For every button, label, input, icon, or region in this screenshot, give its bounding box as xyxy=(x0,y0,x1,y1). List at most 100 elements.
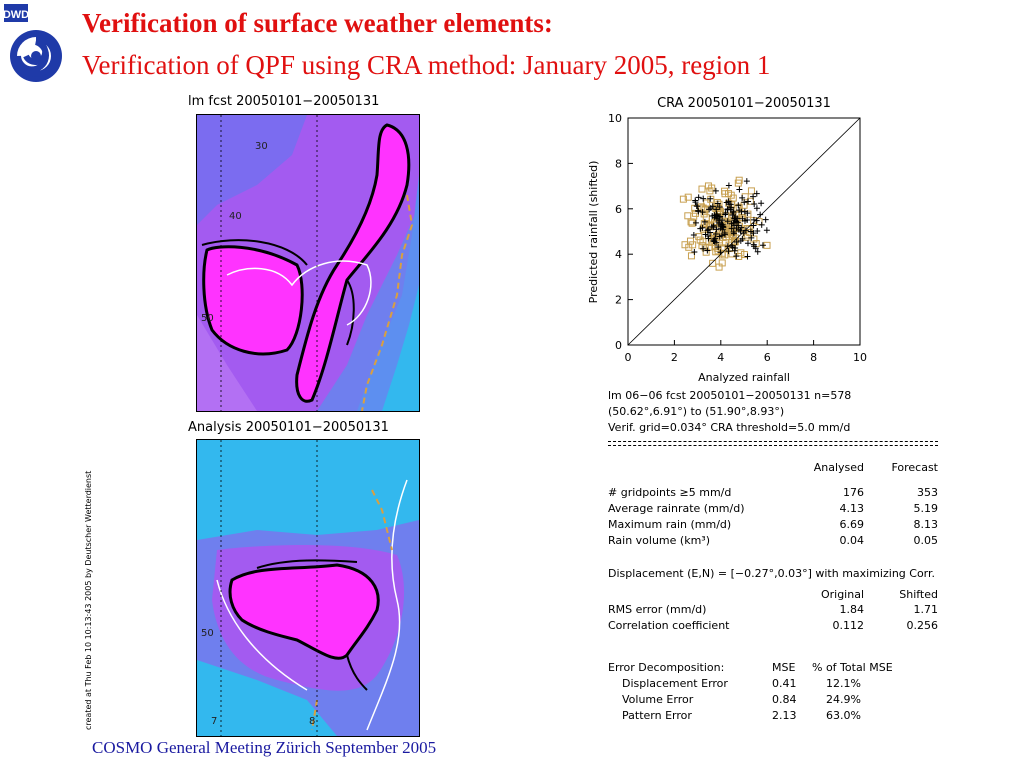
analysis-map-plot: 50 7 8 xyxy=(197,440,419,736)
stats-decomp-label: Pattern Error xyxy=(622,709,692,722)
cra-point-forecast xyxy=(737,227,744,234)
stats-divider-1 xyxy=(608,441,938,442)
cra-scatter-svg: CRA 20050101−20050131 0 2 4 6 8 10 0 2 4 6 8 10 Ana… xyxy=(587,96,867,384)
cra-point-forecast xyxy=(739,215,746,222)
stats-decomp-mse: 2.13 xyxy=(772,709,797,722)
cra-point-forecast xyxy=(710,224,717,231)
cra-point-forecast xyxy=(709,203,716,210)
cra-point-forecast xyxy=(751,200,758,207)
cra-point-forecast xyxy=(733,253,740,260)
cra-point-analysed xyxy=(687,218,695,226)
cra-point-forecast xyxy=(744,253,751,260)
cra-point-forecast xyxy=(763,227,770,234)
stats-row-label: Maximum rain (mm/d) xyxy=(608,518,732,531)
cra-point-forecast xyxy=(724,218,731,225)
cra-point-analysed xyxy=(721,187,729,195)
cra-point-forecast xyxy=(725,248,732,255)
stats-row-analysed: 176 xyxy=(843,486,864,499)
cra-point-forecast xyxy=(717,225,724,232)
stats-header-grid: Verif. grid=0.034° CRA threshold=5.0 mm/… xyxy=(608,421,851,434)
slide-title: Verification of surface weather elements… xyxy=(82,8,553,38)
stats-col-forecast: Forecast xyxy=(891,461,938,474)
stats-error-label: RMS error (mm/d) xyxy=(608,603,707,616)
cra-point-forecast xyxy=(725,182,732,189)
cra-point-analysed xyxy=(679,195,687,203)
cra-point-forecast xyxy=(723,199,730,206)
stats-decomp-label: Volume Error xyxy=(622,693,694,706)
cra-point-forecast xyxy=(704,247,711,254)
analysis-boundary-line-east xyxy=(366,479,408,731)
cra-point-forecast xyxy=(692,219,699,226)
cra-chart-title: CRA 20050101−20050131 xyxy=(657,96,831,111)
stats-divider-2 xyxy=(608,445,938,446)
cra-point-forecast xyxy=(747,228,754,235)
stats-row-analysed: 0.04 xyxy=(839,534,865,547)
stats-row-forecast: 8.13 xyxy=(913,518,939,531)
cra-y-tick-label: 0 xyxy=(615,339,622,352)
forecast-boundary-line xyxy=(226,260,372,326)
cra-point-analysed xyxy=(737,249,745,257)
cra-point-forecast xyxy=(693,203,700,210)
cra-point-forecast xyxy=(737,237,744,244)
forecast-river-line xyxy=(361,194,414,412)
analysis-river-line xyxy=(311,489,393,731)
cra-point-analysed xyxy=(718,259,726,267)
cra-x-tick-label: 2 xyxy=(671,351,678,364)
cra-point-forecast xyxy=(752,245,759,252)
footer-meeting: COSMO General Meeting Zürich September 2… xyxy=(92,738,437,757)
cra-point-analysed xyxy=(708,184,716,192)
analysis-boundary-line-west xyxy=(216,579,308,691)
cra-point-forecast xyxy=(731,247,738,254)
logo-text: DWD xyxy=(3,9,29,21)
cra-point-forecast xyxy=(701,218,708,225)
forecast-level-upper-left-area xyxy=(197,115,307,225)
stats-decomp-label: Displacement Error xyxy=(622,677,728,690)
cra-point-analysed xyxy=(698,185,706,193)
cra-point-forecast xyxy=(721,229,728,236)
stats-header-run: lm 06−06 fcst 20050101−20050131 n=578 xyxy=(608,389,852,402)
stats-row-forecast: 353 xyxy=(917,486,938,499)
cra-y-tick-label: 10 xyxy=(608,112,622,125)
forecast-contour-label-40: 40 xyxy=(229,211,242,222)
cra-point-forecast xyxy=(753,205,760,212)
stats-row-forecast: 0.05 xyxy=(913,534,939,547)
cra-point-forecast xyxy=(736,186,743,193)
cra-point-forecast xyxy=(753,190,760,197)
cra-point-analysed xyxy=(696,236,704,244)
forecast-map-plot: 30 40 50 xyxy=(197,115,419,412)
cra-point-forecast xyxy=(741,208,748,215)
stats-decomp-mse: 0.41 xyxy=(772,677,797,690)
stats-col-analysed: Analysed xyxy=(813,461,864,474)
cra-point-analysed xyxy=(685,243,693,251)
cra-point-analysed xyxy=(684,212,692,220)
cra-point-forecast xyxy=(730,219,737,226)
analysis-level-low-top-area xyxy=(197,440,419,540)
cra-y-tick-label: 8 xyxy=(615,157,622,170)
cra-points-group xyxy=(679,176,771,271)
cra-point-forecast xyxy=(722,211,729,218)
forecast-map-title: lm fcst 20050101−20050131 xyxy=(188,94,380,109)
dwd-logo: DWD xyxy=(2,2,66,86)
stats-row-analysed: 4.13 xyxy=(839,502,865,515)
analysis-contour-outer xyxy=(256,559,368,691)
cra-point-analysed xyxy=(720,245,728,253)
cra-point-forecast xyxy=(706,206,713,213)
stats-error-label: Correlation coefficient xyxy=(608,619,730,632)
cra-point-forecast xyxy=(754,227,761,234)
cra-point-analysed xyxy=(729,194,737,202)
cra-point-analysed xyxy=(709,259,717,267)
stats-error-original: 1.84 xyxy=(839,603,865,616)
cra-point-forecast xyxy=(713,226,720,233)
cra-x-tick-label: 4 xyxy=(717,351,724,364)
cra-point-forecast xyxy=(711,212,718,219)
stats-row-forecast: 5.19 xyxy=(913,502,939,515)
cra-axes-group: 0 2 4 6 8 10 0 2 4 6 8 10 xyxy=(608,112,867,364)
stats-error-shifted: 1.71 xyxy=(913,603,939,616)
stats-header-domain: (50.62°,6.91°) to (51.90°,8.93°) xyxy=(608,405,785,418)
cra-point-forecast xyxy=(717,213,724,220)
analysis-core xyxy=(228,563,380,660)
cra-point-forecast xyxy=(699,224,706,231)
creation-credit: created at Thu Feb 10 10:13:43 2005 by D… xyxy=(84,438,96,730)
cra-point-forecast xyxy=(734,215,741,222)
analysis-contour-label-8: 8 xyxy=(309,716,315,727)
